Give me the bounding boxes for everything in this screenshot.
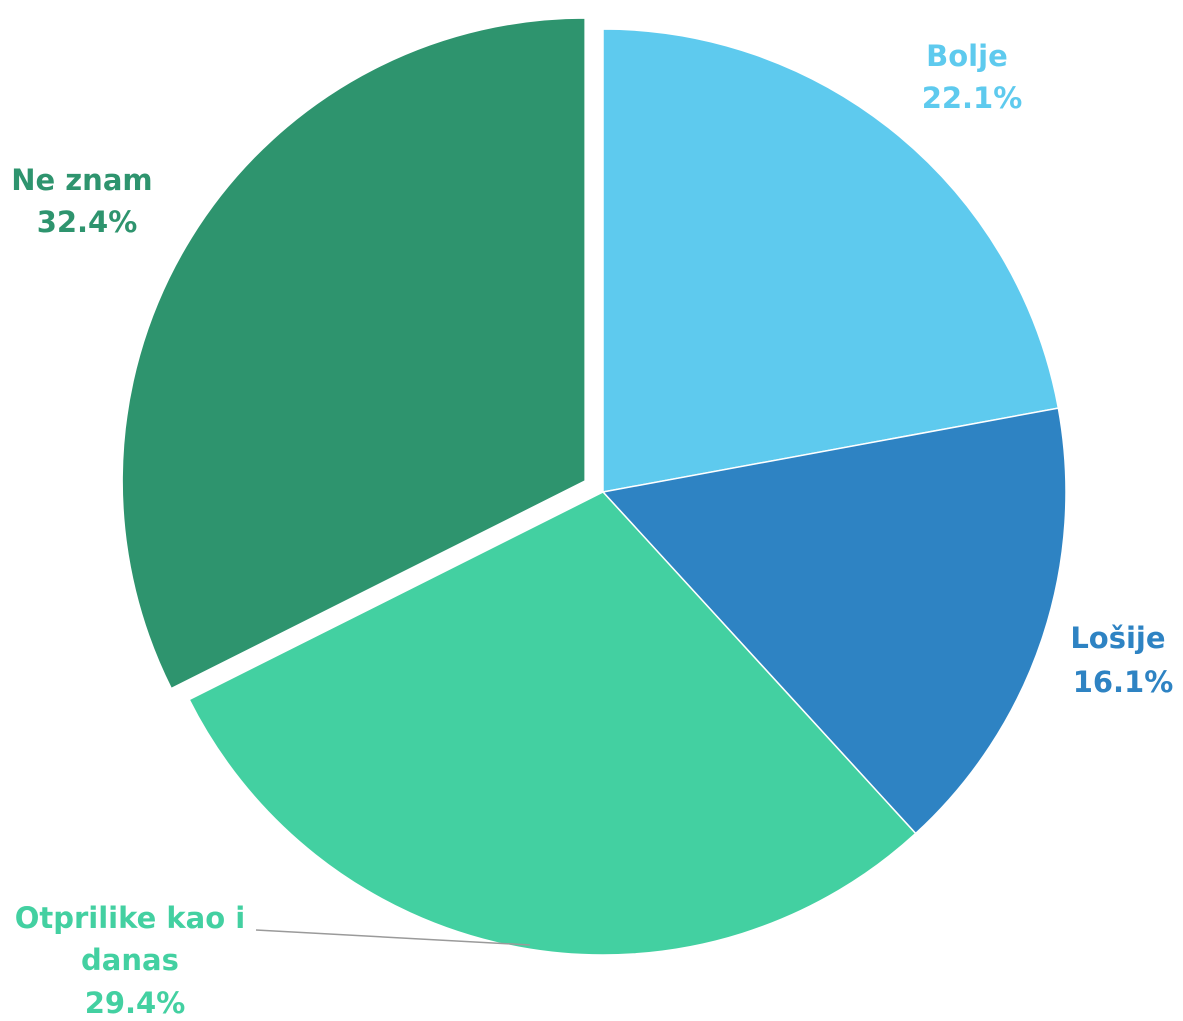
label-losije-name: Lošije	[1070, 621, 1165, 655]
pie-slice-bolje	[602, 28, 1060, 493]
label-otprilike-value: 29.4%	[85, 986, 186, 1020]
label-otprilike: Otprilike kao i danas 29.4%	[15, 901, 256, 1020]
pie-slice-ne-znam	[121, 17, 586, 690]
label-otprilike-name-line2: danas	[81, 943, 179, 977]
label-losije: Lošije 16.1%	[1070, 621, 1175, 699]
label-bolje-value: 22.1%	[922, 81, 1023, 115]
label-losije-value: 16.1%	[1073, 665, 1174, 699]
label-ne-znam-name: Ne znam	[11, 163, 152, 197]
label-ne-znam-value: 32.4%	[37, 205, 138, 239]
pie-slice-lo-ije	[601, 407, 1067, 835]
label-ne-znam: Ne znam 32.4%	[11, 163, 162, 239]
label-otprilike-name-line1: Otprilike kao i	[15, 901, 246, 935]
label-bolje-name: Bolje	[926, 39, 1008, 73]
pie-slice-otprilike-kao-i-danas	[188, 491, 917, 956]
leader-line-otprilike	[255, 929, 531, 946]
label-bolje: Bolje 22.1%	[922, 39, 1023, 115]
pie-slices	[121, 17, 1067, 956]
